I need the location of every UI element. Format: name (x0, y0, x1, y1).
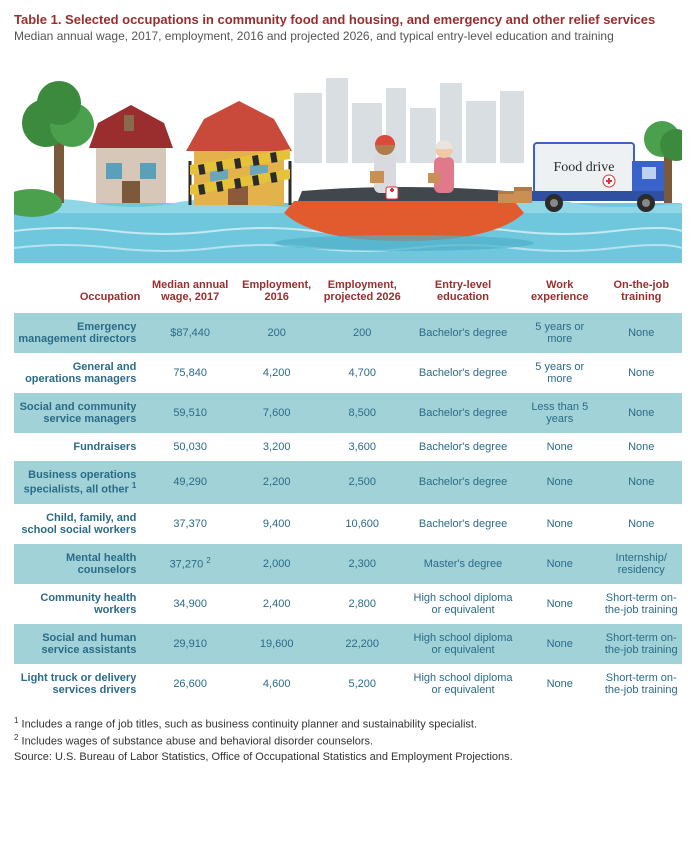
col-emp26: Employment, projected 2026 (317, 273, 407, 313)
cell-wexp: 5 years or more (519, 313, 600, 353)
table-row: Social and human service assistants29,91… (14, 624, 682, 664)
cell-occupation: Light truck or delivery services drivers (14, 664, 144, 704)
cell-edu: Bachelor's degree (407, 461, 519, 504)
cell-wexp: None (519, 504, 600, 544)
title-block: Table 1. Selected occupations in communi… (14, 12, 682, 43)
cell-edu: High school diploma or equivalent (407, 584, 519, 624)
occupations-table: Occupation Median annual wage, 2017 Empl… (14, 273, 682, 704)
col-emp16: Employment, 2016 (236, 273, 317, 313)
cell-emp16: 2,200 (236, 461, 317, 504)
table-header-row: Occupation Median annual wage, 2017 Empl… (14, 273, 682, 313)
cell-ojt: Internship/ residency (600, 544, 682, 584)
cell-emp16: 9,400 (236, 504, 317, 544)
table-row: Mental health counselors37,270 22,0002,3… (14, 544, 682, 584)
cell-emp26: 8,500 (317, 393, 407, 433)
cell-occupation: Mental health counselors (14, 544, 144, 584)
table-row: General and operations managers75,8404,2… (14, 353, 682, 393)
cell-occupation: Community health workers (14, 584, 144, 624)
cell-ojt: None (600, 393, 682, 433)
cell-ojt: None (600, 433, 682, 461)
cell-emp26: 200 (317, 313, 407, 353)
cell-occupation: Social and human service assistants (14, 624, 144, 664)
table-row: Emergency management directors$87,440200… (14, 313, 682, 353)
cell-occupation: Social and community service managers (14, 393, 144, 433)
cell-emp16: 200 (236, 313, 317, 353)
cell-occupation: Child, family, and school social workers (14, 504, 144, 544)
col-wage: Median annual wage, 2017 (144, 273, 236, 313)
cell-wage: 49,290 (144, 461, 236, 504)
cell-emp26: 2,500 (317, 461, 407, 504)
source-line: Source: U.S. Bureau of Labor Statistics,… (14, 751, 682, 763)
cell-wage: 59,510 (144, 393, 236, 433)
cell-wage: 26,600 (144, 664, 236, 704)
cell-wage: 50,030 (144, 433, 236, 461)
col-ojt: On-the-job training (600, 273, 682, 313)
cell-wage: 37,370 (144, 504, 236, 544)
cell-emp26: 3,600 (317, 433, 407, 461)
cell-occupation: Fundraisers (14, 433, 144, 461)
cell-ojt: Short-term on-the-job training (600, 664, 682, 704)
footnote-2: 2 Includes wages of substance abuse and … (14, 733, 682, 748)
cell-emp16: 4,600 (236, 664, 317, 704)
cell-emp26: 5,200 (317, 664, 407, 704)
cell-occupation: Business operations specialists, all oth… (14, 461, 144, 504)
cell-wexp: None (519, 433, 600, 461)
cell-emp26: 2,300 (317, 544, 407, 584)
cell-edu: Bachelor's degree (407, 393, 519, 433)
col-edu: Entry-level education (407, 273, 519, 313)
cell-wexp: Less than 5 years (519, 393, 600, 433)
table-row: Community health workers34,9002,4002,800… (14, 584, 682, 624)
cell-wage: 29,910 (144, 624, 236, 664)
cell-emp16: 2,000 (236, 544, 317, 584)
cell-wexp: None (519, 544, 600, 584)
cell-ojt: Short-term on-the-job training (600, 584, 682, 624)
cell-emp16: 7,600 (236, 393, 317, 433)
col-wexp: Work experience (519, 273, 600, 313)
cell-emp16: 3,200 (236, 433, 317, 461)
cell-emp16: 2,400 (236, 584, 317, 624)
footnote-1: 1 Includes a range of job titles, such a… (14, 716, 682, 731)
cell-wage: 37,270 2 (144, 544, 236, 584)
cell-edu: Bachelor's degree (407, 433, 519, 461)
cell-ojt: None (600, 353, 682, 393)
cell-occupation: Emergency management directors (14, 313, 144, 353)
cell-edu: Bachelor's degree (407, 353, 519, 393)
footnotes: 1 Includes a range of job titles, such a… (14, 716, 682, 763)
cell-emp16: 4,200 (236, 353, 317, 393)
table-title: Table 1. Selected occupations in communi… (14, 12, 682, 27)
cell-ojt: None (600, 313, 682, 353)
cell-edu: High school diploma or equivalent (407, 664, 519, 704)
cell-wage: $87,440 (144, 313, 236, 353)
cell-ojt: None (600, 461, 682, 504)
cell-edu: Bachelor's degree (407, 504, 519, 544)
cell-wexp: None (519, 664, 600, 704)
cell-occupation: General and operations managers (14, 353, 144, 393)
cell-ojt: None (600, 504, 682, 544)
table-subtitle: Median annual wage, 2017, employment, 20… (14, 29, 682, 43)
table-row: Business operations specialists, all oth… (14, 461, 682, 504)
table-body: Emergency management directors$87,440200… (14, 313, 682, 704)
cell-emp26: 2,800 (317, 584, 407, 624)
cell-wexp: None (519, 624, 600, 664)
cell-wexp: None (519, 584, 600, 624)
table-row: Fundraisers50,0303,2003,600Bachelor's de… (14, 433, 682, 461)
table-row: Light truck or delivery services drivers… (14, 664, 682, 704)
cell-wexp: None (519, 461, 600, 504)
relief-services-illustration: Food drive (14, 53, 682, 263)
cell-wexp: 5 years or more (519, 353, 600, 393)
cell-emp26: 10,600 (317, 504, 407, 544)
cell-emp26: 4,700 (317, 353, 407, 393)
truck-label: Food drive (553, 160, 614, 175)
cell-edu: Master's degree (407, 544, 519, 584)
cell-ojt: Short-term on-the-job training (600, 624, 682, 664)
cell-emp26: 22,200 (317, 624, 407, 664)
cell-emp16: 19,600 (236, 624, 317, 664)
col-occupation: Occupation (14, 273, 144, 313)
cell-wage: 34,900 (144, 584, 236, 624)
cell-edu: Bachelor's degree (407, 313, 519, 353)
cell-wage: 75,840 (144, 353, 236, 393)
table-row: Child, family, and school social workers… (14, 504, 682, 544)
cell-edu: High school diploma or equivalent (407, 624, 519, 664)
table-row: Social and community service managers59,… (14, 393, 682, 433)
